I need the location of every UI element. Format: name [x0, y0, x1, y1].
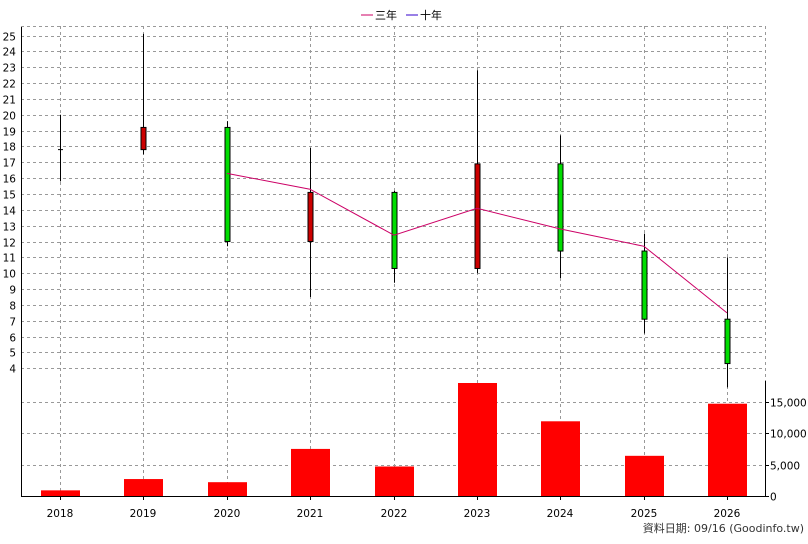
volume-bar — [458, 383, 497, 496]
volume-bar — [291, 448, 330, 496]
volume-tick-label: 15,000 — [770, 398, 807, 410]
data-date-footer: 資料日期: 09/16 (Goodinfo.tw) — [643, 521, 804, 535]
price-tick-label: 24 — [3, 47, 17, 59]
volume-bar — [625, 455, 664, 496]
price-tick-label: 15 — [3, 190, 16, 202]
axis-ticks: 4567891011121314151617181920212223242505… — [3, 32, 807, 521]
x-tick-label: 2018 — [47, 508, 74, 520]
price-tick-label: 12 — [3, 238, 16, 250]
volume-bar — [208, 482, 247, 496]
price-tick-label: 9 — [9, 285, 16, 297]
x-tick-label: 2023 — [464, 508, 491, 520]
candle-body — [307, 191, 314, 243]
candle-body — [224, 126, 231, 243]
x-tick-label: 2026 — [714, 508, 741, 520]
price-tick-label: 17 — [3, 158, 16, 170]
volume-tick-label: 5,000 — [770, 461, 800, 473]
price-tick-label: 5 — [9, 348, 16, 360]
candle-body — [641, 250, 648, 320]
price-tick-label: 25 — [3, 32, 16, 44]
price-tick-label: 16 — [3, 174, 17, 186]
price-tick-label: 19 — [3, 127, 16, 139]
legend-label-three-year: 三年 — [375, 8, 397, 22]
candle-body — [140, 126, 147, 151]
price-tick-label: 20 — [3, 111, 16, 123]
price-tick-label: 21 — [3, 95, 16, 107]
candle-body — [724, 318, 731, 365]
x-tick-label: 2021 — [297, 508, 324, 520]
price-tick-label: 4 — [9, 364, 16, 376]
x-tick-label: 2022 — [381, 508, 408, 520]
legend: 三年 十年 — [361, 8, 442, 22]
price-tick-label: 10 — [3, 269, 16, 281]
x-tick-label: 2019 — [130, 508, 157, 520]
volume-bars — [41, 383, 747, 496]
volume-bar — [124, 479, 163, 496]
candle-body — [557, 163, 564, 252]
price-tick-label: 23 — [3, 63, 16, 75]
volume-tick-label: 0 — [770, 492, 777, 504]
x-tick-label: 2020 — [214, 508, 241, 520]
candle-body — [474, 163, 481, 269]
price-tick-label: 14 — [3, 206, 17, 218]
volume-bar — [541, 421, 580, 496]
price-tick-label: 13 — [3, 222, 16, 234]
volume-bar — [41, 490, 80, 496]
legend-label-ten-year: 十年 — [420, 8, 442, 22]
volume-bar — [708, 403, 747, 496]
volume-tick-label: 10,000 — [770, 429, 807, 441]
price-tick-label: 7 — [9, 317, 16, 329]
average-lines — [226, 172, 728, 314]
volume-bar — [375, 466, 414, 496]
price-tick-label: 8 — [9, 301, 16, 313]
price-tick-label: 22 — [3, 79, 16, 91]
chart-frame — [21, 26, 766, 497]
price-tick-label: 18 — [3, 142, 16, 154]
candle-body — [391, 191, 398, 269]
price-candles — [58, 33, 731, 388]
price-tick-label: 11 — [3, 253, 16, 265]
three-year-line — [226, 172, 728, 314]
price-tick-label: 6 — [9, 333, 16, 345]
price-gridlines — [21, 26, 765, 496]
x-tick-label: 2025 — [631, 508, 658, 520]
x-tick-label: 2024 — [547, 508, 574, 520]
